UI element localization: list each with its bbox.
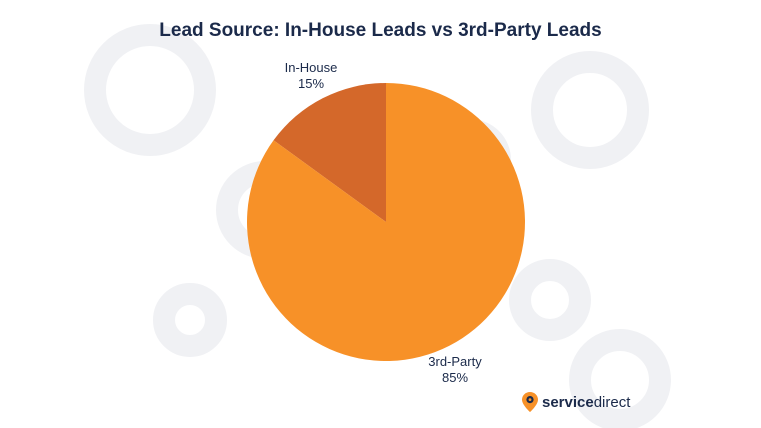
pie-slice-in-house <box>273 83 386 222</box>
pie-slice-3rd-party <box>246 83 525 361</box>
logo-text-direct: direct <box>593 393 631 411</box>
service-direct-logo: servicedirect <box>522 391 630 413</box>
location-pin-gear-icon <box>522 392 538 412</box>
slice-label-percent: 85% <box>442 370 468 385</box>
slice-label-name: In-House <box>285 60 338 75</box>
slice-label-name: 3rd-Party <box>428 354 482 369</box>
chart-title: Lead Source: In-House Leads vs 3rd-Party… <box>159 20 602 41</box>
slice-label-percent: 15% <box>298 76 324 91</box>
logo-text-service: service <box>542 393 594 411</box>
